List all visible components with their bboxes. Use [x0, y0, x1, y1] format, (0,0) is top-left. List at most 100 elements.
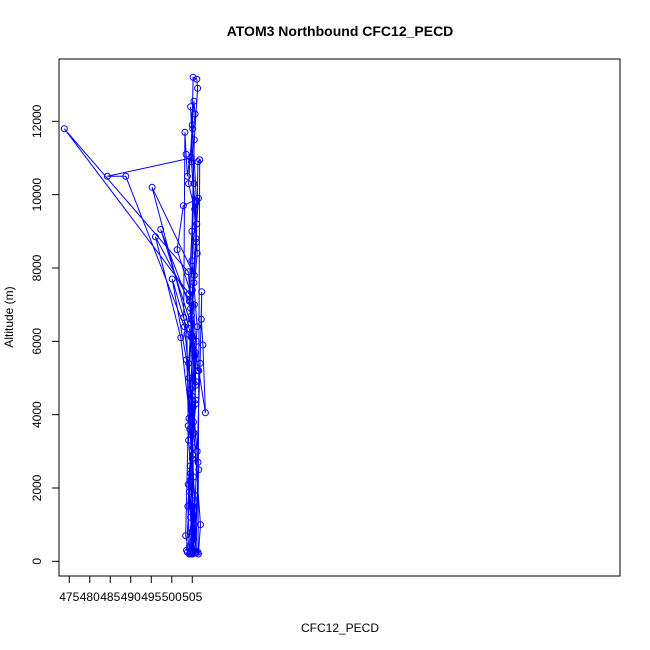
plot-area: [60, 73, 209, 558]
x-axis: 475 480 485 490 495 500 505: [59, 576, 203, 604]
data-point: [182, 150, 190, 158]
data-point: [190, 180, 198, 188]
data-point: [190, 473, 197, 481]
data-point: [193, 75, 201, 83]
data-point: [188, 334, 195, 342]
data-point: [181, 128, 189, 136]
data-point: [193, 220, 201, 228]
data-point: [189, 451, 197, 459]
data-point: [188, 227, 196, 235]
data-point: [191, 110, 199, 118]
data-point: [168, 275, 176, 283]
data-point: [192, 396, 200, 404]
data-point: [191, 352, 199, 360]
data-point: [187, 304, 195, 312]
data-point: [192, 337, 200, 345]
data-point: [192, 378, 200, 386]
data-point: [185, 488, 193, 496]
data-point: [191, 348, 199, 356]
data-point: [184, 502, 192, 510]
data-point: [186, 425, 194, 433]
data-point: [189, 125, 197, 133]
data-point: [182, 532, 190, 540]
y-tick-label: 12000: [30, 104, 44, 138]
data-point: [188, 257, 196, 265]
data-point: [191, 491, 199, 499]
data-point: [193, 249, 201, 257]
data-point: [192, 381, 200, 389]
data-point: [188, 528, 196, 536]
data-point: [188, 407, 196, 415]
data-point: [194, 84, 202, 92]
x-tick-label: 475: [59, 590, 79, 604]
data-point: [187, 319, 195, 327]
data-point: [192, 235, 200, 243]
data-point: [188, 286, 196, 294]
data-point: [183, 172, 191, 180]
data-point: [187, 103, 195, 111]
data-point: [198, 288, 206, 296]
data-point: [194, 458, 202, 466]
data-point: [189, 345, 197, 353]
data-point: [190, 418, 197, 426]
data-point: [188, 549, 196, 557]
data-point: [184, 422, 192, 430]
data-point: [199, 341, 207, 349]
data-point: [103, 172, 111, 180]
data-point: [195, 367, 203, 375]
data-point: [177, 334, 185, 342]
data-point: [194, 194, 202, 202]
data-point: [190, 301, 198, 309]
data-point: [188, 121, 196, 129]
data-point: [184, 268, 192, 276]
data-point: [187, 513, 195, 521]
x-tick-label: 485: [100, 590, 120, 604]
data-point: [197, 315, 205, 323]
data-point: [190, 136, 198, 144]
y-tick-label: 6000: [30, 328, 44, 355]
x-tick-label: 480: [80, 590, 100, 604]
y-tick-label: 8000: [30, 254, 44, 281]
y-axis: 0 2000 4000 6000 8000 10000 12000: [30, 104, 59, 565]
data-point: [185, 359, 193, 367]
y-tick-label: 4000: [30, 401, 44, 428]
data-point: [186, 462, 194, 470]
data-point: [192, 198, 200, 206]
data-point: [151, 233, 159, 241]
data-point: [148, 183, 156, 191]
data-point: [187, 154, 195, 162]
data-point: [191, 205, 199, 213]
x-tick-label: 505: [182, 590, 202, 604]
x-tick-label: 495: [141, 590, 161, 604]
data-point: [189, 73, 197, 81]
data-point: [188, 312, 195, 320]
data-point: [188, 455, 196, 463]
data-point: [60, 125, 68, 133]
x-tick-label: 500: [162, 590, 182, 604]
data-point: [187, 385, 195, 393]
data-point: [181, 323, 188, 331]
data-point: [195, 466, 203, 474]
data-point: [122, 172, 130, 180]
data-point: [191, 499, 199, 507]
x-axis-label: CFC12_PECD: [301, 621, 379, 635]
data-point: [173, 246, 181, 254]
data-point: [193, 447, 201, 455]
data-point: [196, 359, 204, 367]
data-point: [192, 238, 200, 246]
data-point: [196, 156, 204, 164]
data-point: [185, 374, 193, 382]
chart-title: ATOM3 Northbound CFC12_PECD: [227, 23, 454, 39]
data-point: [193, 323, 201, 331]
data-point: [185, 414, 193, 422]
y-tick-label: 2000: [30, 474, 44, 501]
x-tick-label: 490: [121, 590, 141, 604]
y-tick-label: 0: [30, 558, 44, 565]
data-point: [189, 502, 197, 510]
data-point: [194, 158, 202, 166]
data-point: [190, 535, 197, 543]
plot-frame: [58, 58, 621, 577]
data-point: [197, 521, 204, 529]
